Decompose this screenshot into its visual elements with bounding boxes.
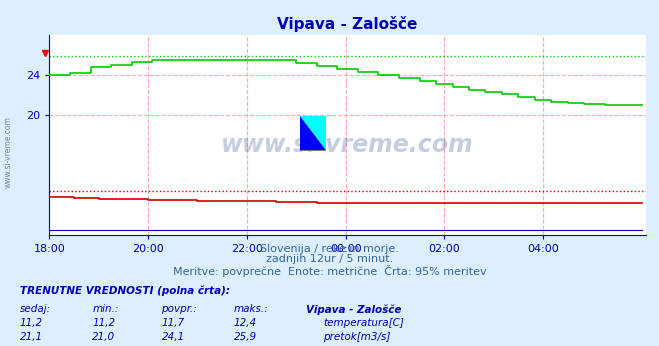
Text: temperatura[C]: temperatura[C]	[323, 318, 404, 328]
Text: 24,1: 24,1	[161, 332, 185, 342]
Text: min.:: min.:	[92, 304, 119, 315]
Text: 11,7: 11,7	[161, 318, 185, 328]
Text: povpr.:: povpr.:	[161, 304, 197, 315]
Text: zadnjih 12ur / 5 minut.: zadnjih 12ur / 5 minut.	[266, 254, 393, 264]
Text: 25,9: 25,9	[234, 332, 257, 342]
Title: Vipava - Zalošče: Vipava - Zalošče	[277, 16, 418, 32]
Text: www.si-vreme.com: www.si-vreme.com	[221, 133, 474, 157]
Text: TRENUTNE VREDNOSTI (polna črta):: TRENUTNE VREDNOSTI (polna črta):	[20, 285, 230, 296]
Text: Vipava - Zalošče: Vipava - Zalošče	[306, 304, 402, 315]
Text: Slovenija / reke in morje.: Slovenija / reke in morje.	[260, 244, 399, 254]
Polygon shape	[300, 116, 326, 151]
Text: 11,2: 11,2	[20, 318, 43, 328]
Text: 21,0: 21,0	[92, 332, 115, 342]
Text: Meritve: povprečne  Enote: metrične  Črta: 95% meritev: Meritve: povprečne Enote: metrične Črta:…	[173, 265, 486, 277]
Text: 21,1: 21,1	[20, 332, 43, 342]
Text: sedaj:: sedaj:	[20, 304, 51, 315]
Text: 11,2: 11,2	[92, 318, 115, 328]
Text: www.si-vreme.com: www.si-vreme.com	[3, 116, 13, 188]
Polygon shape	[300, 116, 326, 151]
Text: maks.:: maks.:	[234, 304, 269, 315]
Text: 12,4: 12,4	[234, 318, 257, 328]
Text: pretok[m3/s]: pretok[m3/s]	[323, 332, 390, 342]
